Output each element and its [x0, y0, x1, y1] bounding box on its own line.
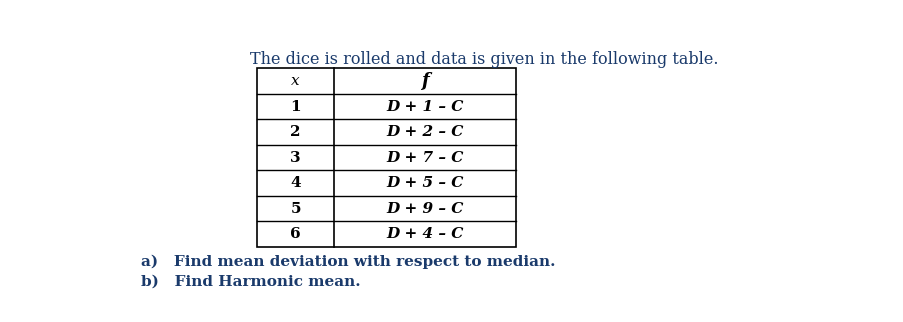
Text: D + 2 – C: D + 2 – C — [386, 125, 463, 139]
Text: x: x — [291, 74, 300, 88]
Text: D + 7 – C: D + 7 – C — [386, 151, 463, 165]
Text: a)   Find mean deviation with respect to median.: a) Find mean deviation with respect to m… — [141, 255, 555, 269]
Text: 6: 6 — [290, 227, 301, 241]
Text: 5: 5 — [290, 202, 301, 216]
Text: 3: 3 — [290, 151, 301, 165]
Text: The dice is rolled and data is given in the following table.: The dice is rolled and data is given in … — [249, 51, 717, 68]
Text: 2: 2 — [290, 125, 301, 139]
Text: 4: 4 — [290, 176, 301, 190]
Text: D + 1 – C: D + 1 – C — [386, 99, 463, 114]
Text: b)   Find Harmonic mean.: b) Find Harmonic mean. — [141, 275, 360, 289]
Text: D + 4 – C: D + 4 – C — [386, 227, 463, 241]
Text: D + 9 – C: D + 9 – C — [386, 202, 463, 216]
Text: f: f — [421, 72, 429, 90]
Text: 1: 1 — [290, 99, 301, 114]
Text: D + 5 – C: D + 5 – C — [386, 176, 463, 190]
